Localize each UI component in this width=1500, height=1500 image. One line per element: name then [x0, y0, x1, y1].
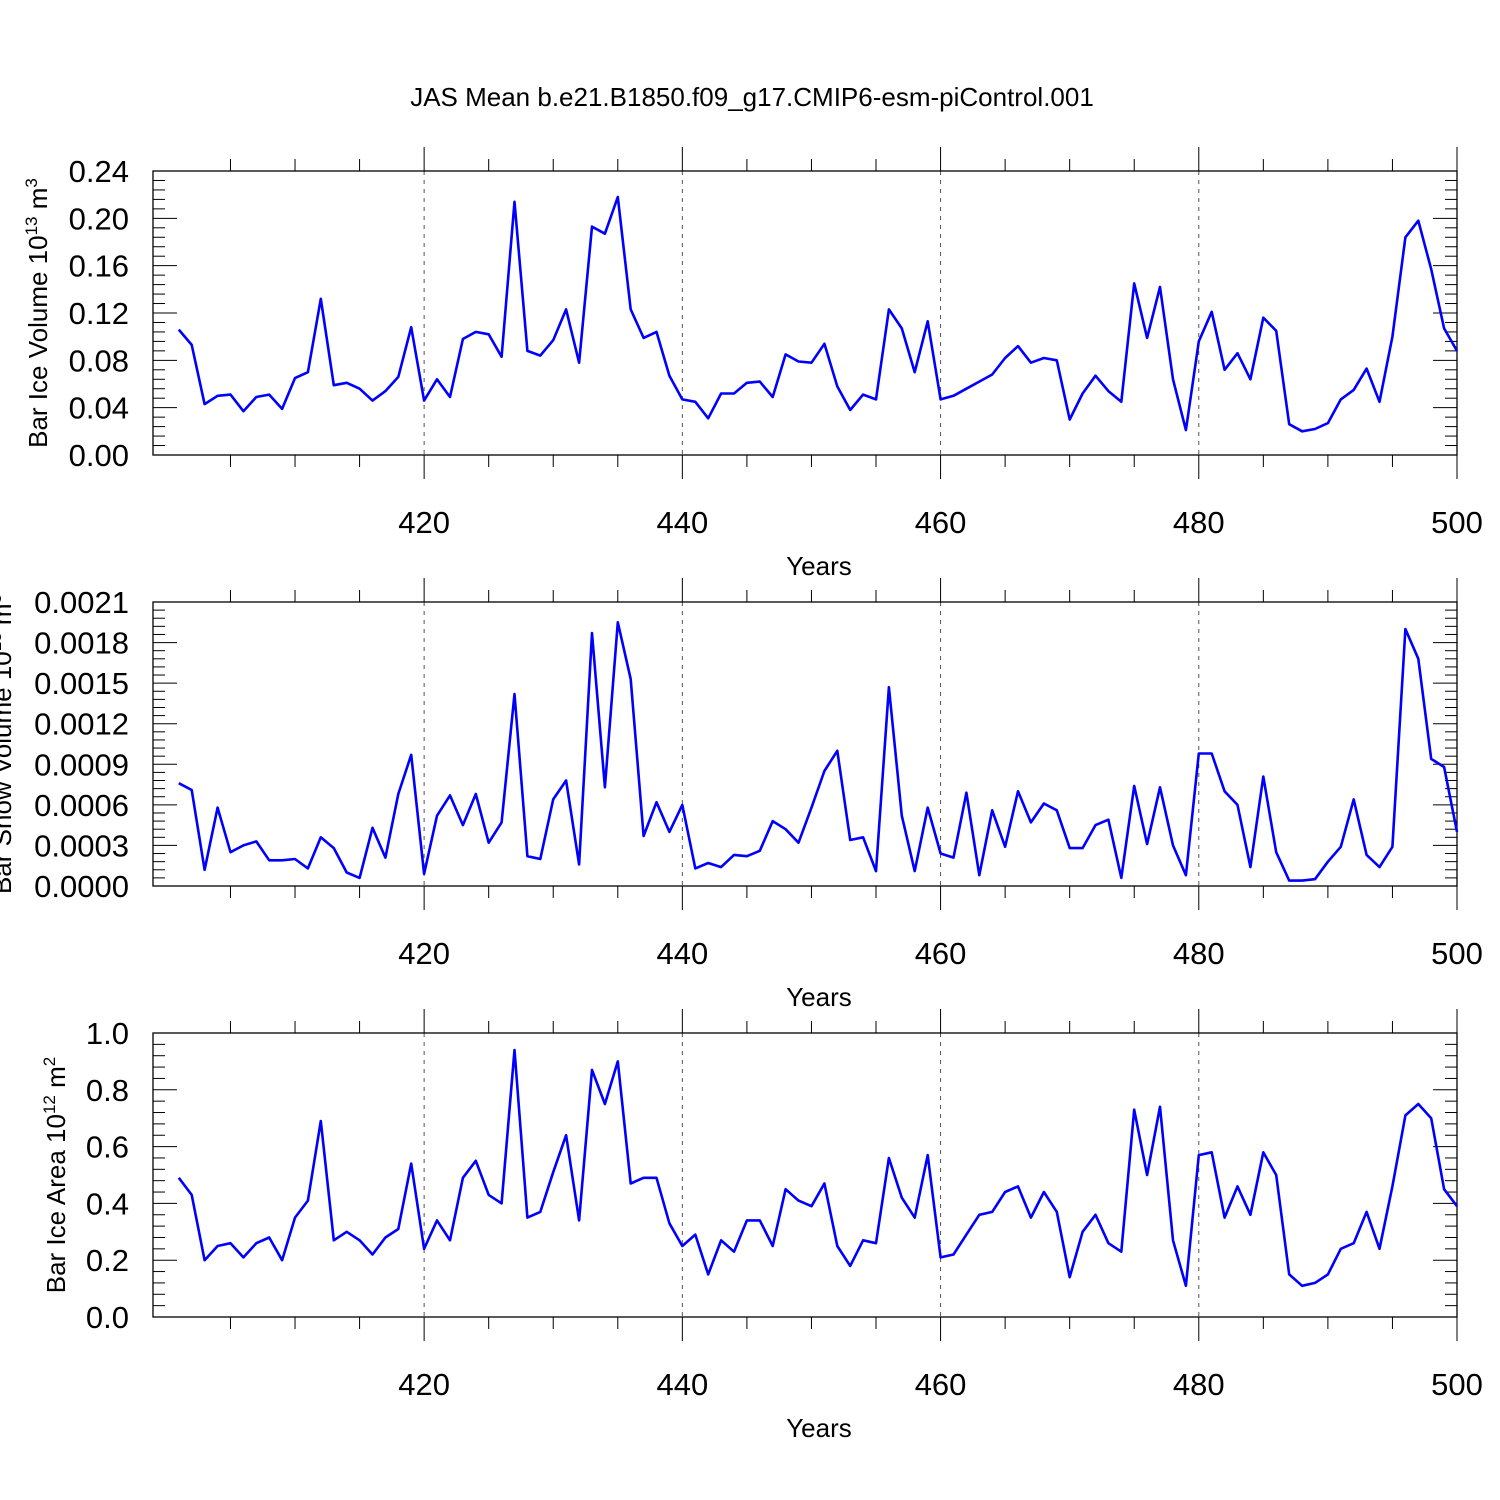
- y-tick-label: 0.0009: [34, 747, 129, 782]
- y-axis-title: Bar Ice Area 1012 m2: [40, 1057, 71, 1294]
- y-tick-label: 0.0021: [34, 585, 129, 620]
- y-tick-label: 0.0018: [34, 626, 129, 661]
- y-axis-title-ylabel: Bar Ice Area 10: [41, 1114, 71, 1293]
- y-axis-title-ylabel-unit: m: [0, 603, 17, 632]
- x-tick-label: 440: [656, 1367, 708, 1402]
- y-axis-title-ylabel-sup: 13: [0, 632, 5, 651]
- y-tick-label: 1.0: [86, 1016, 129, 1051]
- x-axis-title: Years: [786, 982, 852, 1012]
- x-tick-label: 440: [656, 505, 708, 540]
- x-tick-label: 420: [398, 936, 450, 971]
- y-axis-title-ylabel-unit: m: [41, 1066, 71, 1095]
- y-tick-label: 0.0: [86, 1300, 129, 1335]
- y-axis-title-ylabel: Bar Ice Volume 10: [23, 235, 53, 447]
- x-tick-label: 420: [398, 1367, 450, 1402]
- ice-volume-series-line: [177, 195, 1459, 433]
- y-tick-label: 0.20: [69, 201, 129, 236]
- y-tick-label: 0.0003: [34, 828, 129, 863]
- x-tick-label: 500: [1431, 936, 1483, 971]
- figure-title: JAS Mean b.e21.B1850.f09_g17.CMIP6-esm-p…: [410, 82, 1094, 112]
- y-axis-title-ylabel-unit-sup: 3: [0, 594, 5, 603]
- x-tick-label: 460: [915, 936, 967, 971]
- panel-ice-volume: 0.00 0.04 0.08 0.12 0.16 0.20 0.24 420 440 460 480…: [22, 147, 1483, 581]
- y-axis-title-ylabel-unit-sup: 2: [40, 1057, 59, 1066]
- y-tick-label: 0.6: [86, 1130, 129, 1165]
- y-axis-title: Bar Ice Volume 1013 m3: [22, 178, 53, 448]
- y-tick-label: 0.08: [69, 343, 129, 378]
- y-axis-title-ylabel-sup: 12: [40, 1095, 59, 1114]
- y-axis-title-ylabel-unit-sup: 3: [22, 178, 41, 187]
- x-axis-title: Years: [786, 551, 852, 581]
- y-tick-label: 0.12: [69, 296, 129, 331]
- x-tick-label: 460: [915, 1367, 967, 1402]
- y-axis-title-ylabel-unit: m: [23, 188, 53, 217]
- ice-area-series-line: [177, 1048, 1459, 1288]
- x-tick-label: 480: [1173, 505, 1225, 540]
- x-tick-label: 500: [1431, 1367, 1483, 1402]
- x-axis-title: Years: [786, 1413, 852, 1443]
- x-tick-label: 480: [1173, 936, 1225, 971]
- x-tick-label: 440: [656, 936, 708, 971]
- y-tick-label: 0.2: [86, 1243, 129, 1278]
- y-tick-label: 0.24: [69, 154, 129, 189]
- y-axis-title-ylabel-sup: 13: [22, 216, 41, 235]
- plot-frame: [152, 601, 1458, 887]
- y-tick-label: 0.00: [69, 438, 129, 473]
- y-axis-title: Bar Snow Volume 1013 m3: [0, 594, 17, 894]
- y-axis-title-ylabel: Bar Snow Volume 10: [0, 651, 17, 894]
- x-tick-label: 480: [1173, 1367, 1225, 1402]
- y-tick-label: 0.0012: [34, 707, 129, 742]
- y-tick-label: 0.4: [86, 1186, 129, 1221]
- y-tick-label: 0.04: [69, 391, 129, 426]
- y-tick-label: 0.0015: [34, 666, 129, 701]
- panel-ice-area: 0.0 0.2 0.4 0.6 0.8 1.0 420 440 460 480 500 Years Ba…: [40, 1009, 1483, 1443]
- snow-volume-series-line: [178, 620, 1459, 882]
- x-tick-label: 500: [1431, 505, 1483, 540]
- x-tick-label: 460: [915, 505, 967, 540]
- y-tick-label: 0.16: [69, 249, 129, 284]
- y-tick-label: 0.0006: [34, 788, 129, 823]
- plot-frame: [152, 1032, 1458, 1318]
- panel-snow-volume: 0.0000 0.0003 0.0006 0.0009 0.0012 0.0015 0.00…: [0, 578, 1483, 1012]
- y-tick-label: 0.8: [86, 1073, 129, 1108]
- y-tick-label: 0.0000: [34, 869, 129, 904]
- x-tick-label: 420: [398, 505, 450, 540]
